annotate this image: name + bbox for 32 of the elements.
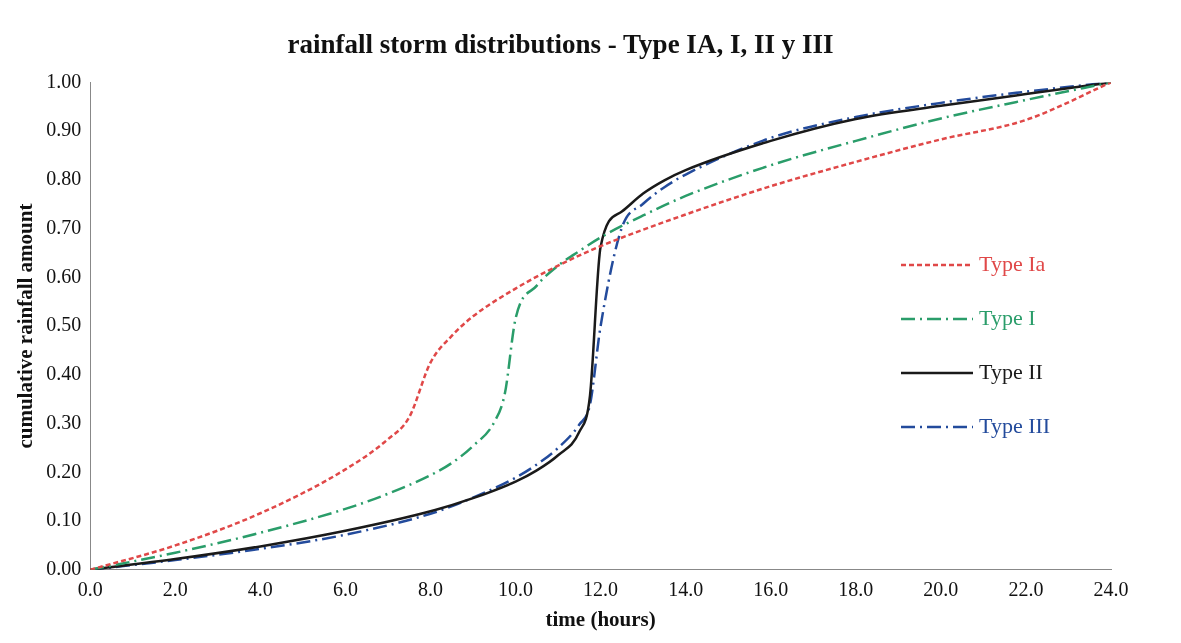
x-tick-label: 20.0 [923, 578, 959, 601]
x-tick-label: 8.0 [417, 578, 443, 601]
y-tick-label: 0.30 [46, 410, 82, 433]
legend-label: Type III [979, 412, 1051, 438]
x-tick-label: 18.0 [838, 578, 874, 601]
y-tick-label: 0.40 [46, 362, 82, 385]
legend-label: Type II [979, 358, 1043, 384]
x-tick-label: 14.0 [668, 578, 704, 601]
y-axis-title: cumulative rainfall amount [13, 203, 38, 449]
y-tick-label: 0.20 [46, 459, 82, 482]
y-tick-label: 0.80 [46, 167, 82, 190]
x-tick-label: 22.0 [1008, 578, 1044, 601]
y-tick-label: 0.00 [46, 557, 82, 580]
x-tick-label: 24.0 [1093, 578, 1129, 601]
y-tick-label: 0.90 [46, 118, 82, 141]
x-tick-label: 12.0 [583, 578, 619, 601]
y-tick-label: 1.00 [46, 69, 82, 92]
x-tick-label: 2.0 [162, 578, 188, 601]
y-tick-label: 0.60 [46, 264, 82, 287]
y-tick-label: 0.50 [46, 313, 82, 336]
x-tick-label: 16.0 [753, 578, 789, 601]
y-tick-label: 0.70 [46, 215, 82, 238]
x-tick-label: 6.0 [332, 578, 358, 601]
chart-title: rainfall storm distributions - Type IA, I, II y III [287, 29, 834, 60]
x-tick-label: 4.0 [247, 578, 273, 601]
legend-label: Type Ia [979, 250, 1046, 276]
x-tick-label: 10.0 [498, 578, 534, 601]
x-tick-label: 0.0 [77, 578, 103, 601]
legend-label: Type I [979, 304, 1036, 330]
line-series [90, 82, 1111, 570]
y-tick-label: 0.10 [46, 508, 82, 531]
x-axis-title: time (hours) [545, 606, 656, 631]
